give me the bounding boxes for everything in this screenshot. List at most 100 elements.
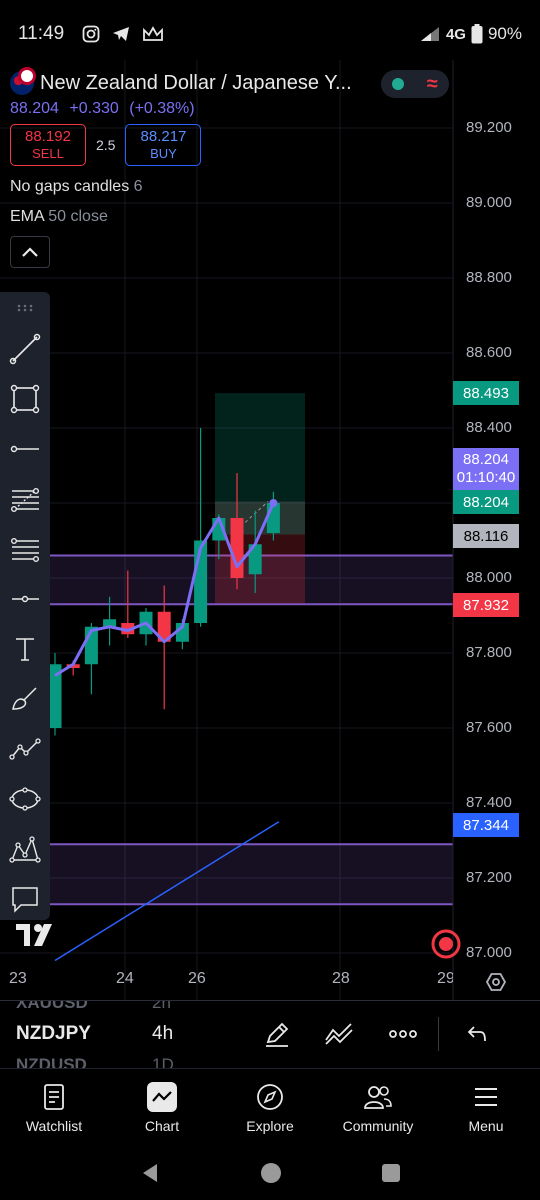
comment-icon (12, 887, 38, 913)
tradingview-logo (16, 924, 52, 946)
recents-icon[interactable] (381, 1163, 401, 1183)
support-resistance-zone[interactable] (0, 555, 453, 605)
text-tool[interactable] (0, 624, 50, 674)
toolbar-grip-icon[interactable] (0, 292, 50, 324)
scroll-to-realtime-button[interactable] (431, 929, 461, 959)
indicators-button[interactable] (324, 1019, 354, 1049)
symbol-title[interactable]: New Zealand Dollar / Japanese Y... (40, 71, 352, 94)
date-label: 24 (116, 970, 134, 987)
price-chart[interactable] (0, 0, 540, 1000)
price-range-tool[interactable] (0, 574, 50, 624)
xabcd-pattern-tool[interactable] (0, 824, 50, 874)
bottom-navigation: Watchlist Chart Explore Community Menu (0, 1068, 540, 1146)
price-axis-label: 88.000 (466, 569, 512, 586)
home-icon[interactable] (260, 1162, 282, 1184)
prev-symbol[interactable]: XAUUSD (16, 1000, 88, 1012)
brush-tool[interactable] (0, 674, 50, 724)
price-axis-label: 89.200 (466, 119, 512, 136)
next-symbol[interactable]: NZDUSD (16, 1055, 87, 1068)
trend-line-tool[interactable] (0, 324, 50, 374)
horizontal-ray-tool[interactable] (0, 424, 50, 474)
pattern-tool[interactable] (0, 724, 50, 774)
price-change-percent: (+0.38%) (129, 100, 195, 117)
indicator-legend-ema[interactable]: EMA 50 close (10, 208, 108, 225)
nav-watchlist[interactable]: Watchlist (0, 1069, 108, 1146)
price-change: +0.330 (69, 100, 119, 117)
last-price: 88.204 (10, 100, 59, 117)
current-price-value: 88.204 (463, 451, 509, 468)
target-price-tag: 88.493 (453, 381, 519, 405)
nav-explore[interactable]: Explore (216, 1069, 324, 1146)
price-axis-label: 87.000 (466, 944, 512, 961)
candle-body[interactable] (248, 544, 262, 575)
watchlist-icon (39, 1082, 69, 1112)
undo-button[interactable] (462, 1019, 492, 1049)
ema-last-point (269, 499, 278, 507)
candle-body[interactable] (230, 518, 244, 578)
spread-value: 2.5 (96, 137, 116, 153)
price-summary: 88.204 +0.330 (+0.38%) (10, 100, 440, 118)
position-target-zone[interactable] (215, 393, 305, 502)
candle-body[interactable] (266, 503, 280, 533)
collapse-legend-button[interactable] (10, 236, 50, 268)
back-icon[interactable] (139, 1162, 161, 1184)
wave-icon: ≈ (426, 72, 438, 95)
ema-line (54, 502, 275, 677)
xabcd-pattern-icon (9, 836, 41, 863)
support-resistance-zone[interactable] (0, 844, 453, 905)
pitchfork-tool[interactable] (0, 524, 50, 574)
sell-button[interactable]: 88.192 SELL (10, 124, 86, 166)
drawing-pen-button[interactable] (262, 1019, 292, 1049)
signal-icon (420, 27, 439, 41)
chart-settings-icon[interactable] (485, 973, 507, 991)
nav-community[interactable]: Community (324, 1069, 432, 1146)
community-icon (363, 1082, 393, 1112)
chart-icon (147, 1081, 177, 1112)
level-price-tag: 88.116 (453, 524, 519, 548)
prev-timeframe[interactable]: 2h (152, 1000, 171, 1012)
trend-line-icon (9, 333, 41, 365)
comment-tool[interactable] (0, 874, 50, 924)
network-label: 4G (445, 25, 466, 43)
buy-button[interactable]: 88.217 BUY (125, 124, 202, 166)
date-label: 29 (437, 970, 453, 987)
trend-line[interactable] (54, 821, 280, 962)
price-axis-label: 88.400 (466, 419, 512, 436)
ellipse-tool[interactable] (0, 774, 50, 824)
date-label: 28 (332, 970, 350, 987)
fib-retracement-tool[interactable] (0, 474, 50, 524)
brush-icon (12, 687, 37, 710)
candle-body[interactable] (157, 611, 171, 642)
current-timeframe[interactable]: 4h (152, 1023, 174, 1044)
ellipse-icon (9, 787, 41, 811)
next-timeframe[interactable]: 1D (152, 1055, 174, 1068)
indicators-icon (325, 1023, 353, 1045)
price-axis-label: 87.800 (466, 644, 512, 661)
sell-label: SELL (32, 146, 64, 161)
candle-body[interactable] (103, 619, 117, 627)
candle-body[interactable] (66, 664, 80, 668)
price-axis-label: 88.600 (466, 344, 512, 361)
candle-body[interactable] (48, 664, 62, 728)
horizontal-ray-icon (10, 445, 39, 453)
chevron-up-icon (22, 247, 38, 257)
nav-menu[interactable]: Menu (432, 1069, 540, 1146)
price-axis-label: 87.200 (466, 869, 512, 886)
parallel-channel-icon (11, 537, 40, 563)
position-progress-zone (215, 501, 305, 535)
nav-chart[interactable]: Chart (108, 1069, 216, 1146)
candle-body[interactable] (121, 623, 135, 635)
price-axis-label: 87.600 (466, 719, 512, 736)
text-icon (16, 638, 34, 661)
price-axis-label: 87.400 (466, 794, 512, 811)
more-options-button[interactable] (388, 1019, 418, 1049)
zigzag-icon (9, 738, 41, 760)
nzd-flag-icon (10, 67, 36, 95)
sell-price: 88.192 (25, 128, 71, 145)
current-symbol[interactable]: NZDJPY (16, 1023, 91, 1044)
indicator-legend-candles[interactable]: No gaps candles 6 (10, 178, 143, 195)
rectangle-tool[interactable] (0, 374, 50, 424)
market-status-pill[interactable]: ≈ (381, 70, 449, 98)
telegram-icon (113, 27, 130, 41)
current-price-tag: 88.204 01:10:40 (453, 448, 519, 490)
